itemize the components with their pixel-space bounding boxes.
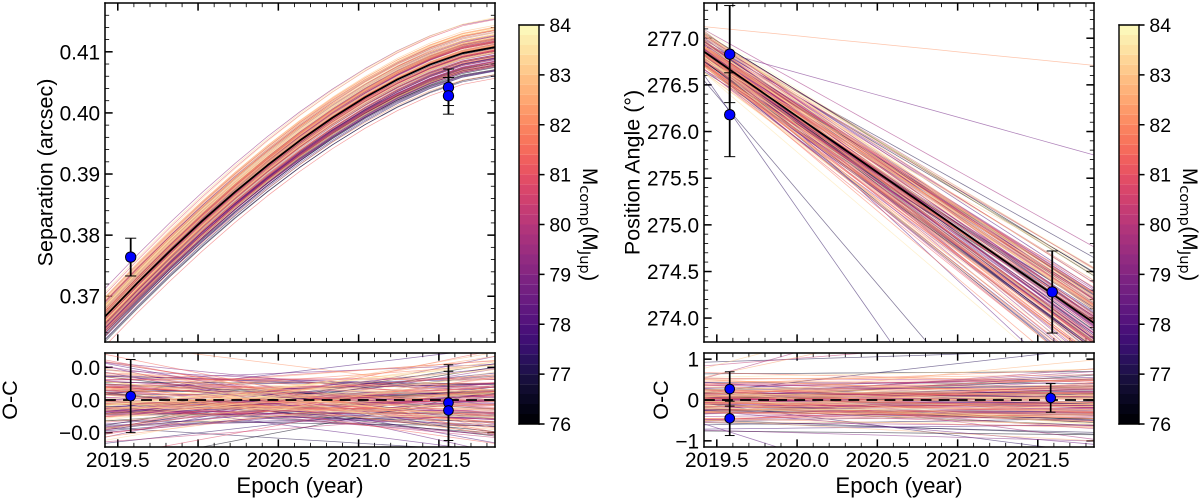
svg-text:81: 81 (1149, 165, 1171, 187)
svg-text:277.0: 277.0 (647, 28, 699, 51)
svg-text:0.0: 0.0 (71, 357, 100, 380)
svg-text:1: 1 (688, 349, 700, 372)
svg-text:274.0: 274.0 (647, 308, 699, 331)
svg-text:274.5: 274.5 (647, 261, 699, 284)
svg-text:0.0: 0.0 (71, 390, 100, 413)
svg-text:2020.5: 2020.5 (845, 449, 909, 472)
svg-text:−1: −1 (675, 430, 699, 453)
svg-text:2021.5: 2021.5 (1006, 449, 1070, 472)
svg-text:2021.0: 2021.0 (926, 449, 990, 472)
svg-text:275.0: 275.0 (647, 214, 699, 237)
svg-text:84: 84 (549, 15, 571, 37)
svg-text:80: 80 (549, 215, 571, 237)
svg-text:−0.0: −0.0 (59, 422, 100, 445)
svg-text:82: 82 (1149, 115, 1171, 137)
svg-text:77: 77 (549, 364, 571, 386)
svg-text:0.39: 0.39 (60, 164, 101, 187)
svg-text:Position Angle (°): Position Angle (°) (621, 90, 645, 255)
svg-text:81: 81 (549, 165, 571, 187)
svg-text:80: 80 (1149, 215, 1171, 237)
svg-text:0.37: 0.37 (60, 286, 101, 309)
svg-text:79: 79 (1149, 264, 1171, 286)
svg-text:276.0: 276.0 (647, 121, 699, 144)
svg-text:84: 84 (1149, 15, 1171, 37)
svg-text:76: 76 (549, 414, 571, 436)
svg-text:76: 76 (1149, 414, 1171, 436)
svg-text:276.5: 276.5 (647, 74, 699, 97)
svg-text:0.38: 0.38 (60, 225, 101, 248)
svg-text:2021.5: 2021.5 (407, 449, 471, 472)
svg-text:2020.5: 2020.5 (246, 449, 310, 472)
svg-text:2019.5: 2019.5 (86, 449, 150, 472)
svg-text:78: 78 (1149, 314, 1171, 336)
svg-text:77: 77 (1149, 364, 1171, 386)
svg-text:0: 0 (688, 390, 700, 413)
svg-text:Separation (arcsec): Separation (arcsec) (33, 79, 57, 267)
svg-text:O-C: O-C (0, 380, 22, 419)
svg-text:0.40: 0.40 (60, 103, 101, 126)
svg-text:78: 78 (549, 314, 571, 336)
svg-text:Epoch (year): Epoch (year) (236, 473, 363, 498)
svg-text:0.41: 0.41 (60, 41, 101, 64)
svg-text:O-C: O-C (649, 380, 673, 419)
svg-text:Epoch (year): Epoch (year) (835, 473, 962, 498)
svg-text:2021.0: 2021.0 (327, 449, 391, 472)
svg-text:82: 82 (549, 115, 571, 137)
svg-text:2020.0: 2020.0 (166, 449, 230, 472)
svg-text:83: 83 (549, 65, 571, 87)
svg-text:83: 83 (1149, 65, 1171, 87)
svg-text:79: 79 (549, 264, 571, 286)
svg-text:275.5: 275.5 (647, 168, 699, 191)
svg-text:2020.0: 2020.0 (765, 449, 829, 472)
